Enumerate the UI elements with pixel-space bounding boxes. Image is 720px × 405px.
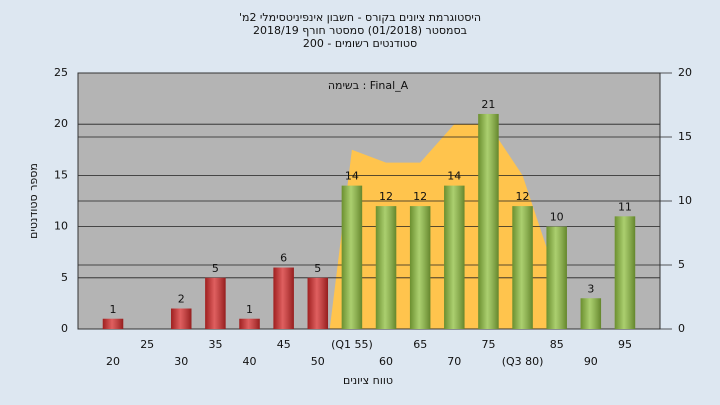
x-tick-label: 70 xyxy=(447,355,461,368)
value-label: 1 xyxy=(110,303,117,316)
value-label: 12 xyxy=(413,190,427,203)
y-tick-label: 10 xyxy=(54,220,68,233)
plot-border xyxy=(77,72,661,330)
y2-tick-label: 15 xyxy=(678,130,692,143)
x-tick-label: 50 xyxy=(311,355,325,368)
x-tick-label: 65 xyxy=(413,338,427,351)
x-tick-label: 35 xyxy=(208,338,222,351)
chart-subtitle: בסמסטר (01/2018) סמסטר חורף 2018/19 xyxy=(253,24,467,37)
x-tick-label: (Q1 55) xyxy=(331,338,373,351)
x-tick-label: 30 xyxy=(174,355,188,368)
bar-shade xyxy=(512,206,533,329)
value-label: 5 xyxy=(314,262,321,275)
bar-shade xyxy=(478,113,499,330)
chart-subtitle: סטודנטים רשומים - 200 xyxy=(303,37,417,50)
value-label: 14 xyxy=(345,170,359,183)
y-tick-label: 20 xyxy=(54,117,68,130)
x-tick-label: 85 xyxy=(550,338,564,351)
bar-shade xyxy=(614,216,636,329)
value-label: 10 xyxy=(550,211,564,224)
y2-tick-label: 0 xyxy=(678,322,685,335)
value-label: 12 xyxy=(379,190,393,203)
bar-shade xyxy=(375,206,397,329)
x-tick-label: (Q3 80) xyxy=(502,355,544,368)
bar-shade xyxy=(239,318,260,329)
bar-shade xyxy=(409,206,431,329)
y-tick-label: 0 xyxy=(61,322,68,335)
y-tick-label: 25 xyxy=(54,66,68,79)
y-tick-label: 5 xyxy=(61,271,68,284)
bar-shade xyxy=(205,277,226,329)
x-tick-label: 90 xyxy=(584,355,598,368)
bar-shade xyxy=(546,226,567,329)
bar-shade xyxy=(580,298,602,329)
x-tick-label: 25 xyxy=(140,338,154,351)
x-tick-label: 75 xyxy=(481,338,495,351)
bar-shade xyxy=(273,267,294,329)
bar-shade xyxy=(171,308,192,329)
bar-shade xyxy=(341,185,363,329)
value-label: 21 xyxy=(481,98,495,111)
bar-shade xyxy=(102,318,124,329)
value-label: 11 xyxy=(618,200,632,213)
x-tick-label: 20 xyxy=(106,355,120,368)
y-tick-label: 15 xyxy=(54,168,68,181)
y-axis-label: מספר סטודנטים xyxy=(27,163,40,239)
x-tick-label: 95 xyxy=(618,338,632,351)
value-label: 12 xyxy=(516,190,530,203)
value-label: 14 xyxy=(447,170,461,183)
bar-shade xyxy=(444,185,465,329)
x-axis-label: טווח ציונים xyxy=(343,374,393,387)
value-label: 1 xyxy=(246,303,253,316)
chart-title: היסטוגרמת ציונים בקורס - חשבון אינפיניטס… xyxy=(239,11,481,24)
value-label: 2 xyxy=(178,293,185,306)
x-tick-label: 40 xyxy=(243,355,257,368)
bar-shade xyxy=(307,277,329,329)
value-label: 5 xyxy=(212,262,219,275)
annotation: בשימה : Final_A xyxy=(328,79,409,92)
y2-tick-label: 20 xyxy=(678,66,692,79)
value-label: 3 xyxy=(587,282,594,295)
value-label: 6 xyxy=(280,252,287,265)
x-tick-label: 45 xyxy=(277,338,291,351)
y2-tick-label: 5 xyxy=(678,258,685,271)
x-tick-label: 60 xyxy=(379,355,393,368)
y2-tick-label: 10 xyxy=(678,194,692,207)
